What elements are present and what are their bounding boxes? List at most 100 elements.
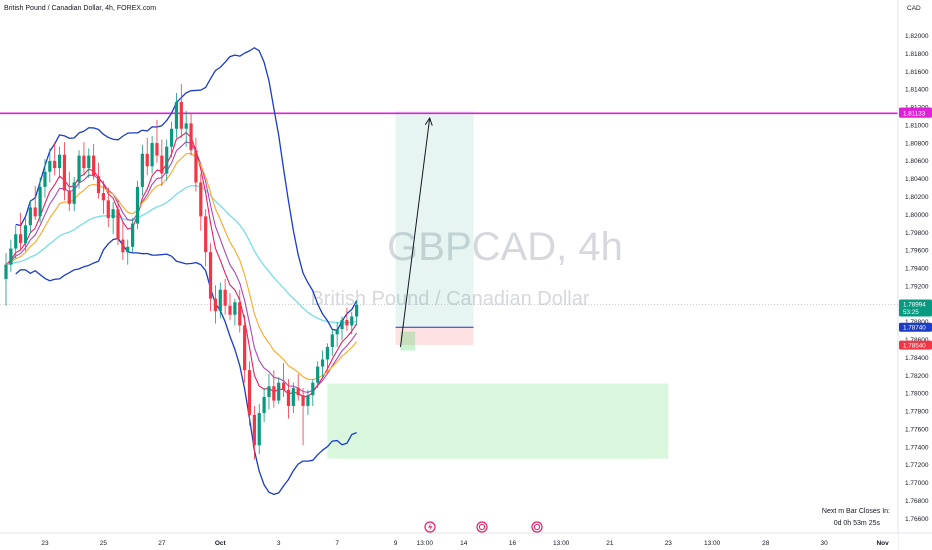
price-tick-label: 1.78800: [905, 319, 929, 326]
candle: [218, 282, 222, 319]
bollinger-upper-line: [15, 47, 358, 331]
price-tick-label: 1.78200: [905, 373, 929, 380]
economic-event-icon[interactable]: [531, 521, 543, 533]
demand-zone: [327, 383, 669, 459]
candle: [48, 148, 52, 183]
candle-body: [4, 264, 8, 279]
candle-body: [67, 190, 71, 204]
price-tick-label: 1.78600: [905, 337, 929, 344]
bollinger-lower-line: [15, 237, 357, 495]
time-tick-label: 23: [41, 540, 49, 547]
price-badge-label: 1.78994: [903, 301, 926, 308]
candle-body: [272, 386, 276, 401]
candle-body: [14, 234, 18, 249]
price-badge: 1.81133: [899, 108, 932, 118]
candle-body: [291, 388, 295, 406]
event-icons[interactable]: [424, 521, 543, 533]
candle: [160, 139, 164, 186]
candle-body: [48, 160, 52, 172]
candle-body: [82, 155, 86, 169]
time-tick-label: 16: [509, 540, 517, 547]
candle: [330, 329, 334, 356]
candle-body: [252, 414, 256, 446]
flash-event-icon[interactable]: [424, 521, 436, 533]
candle: [106, 187, 110, 228]
candle: [67, 171, 71, 212]
candle: [189, 112, 193, 156]
candle-body: [160, 155, 164, 174]
time-axis-background: [0, 533, 898, 550]
candle: [316, 361, 320, 389]
candle-body: [316, 366, 320, 383]
candle-body: [208, 252, 213, 299]
candle: [291, 382, 295, 414]
candle: [87, 148, 91, 178]
candle: [174, 92, 179, 138]
price-badge: 1.78540: [899, 340, 932, 350]
price-badge-bg: [899, 299, 932, 317]
price-badge-bg: [899, 322, 932, 332]
candle-body: [155, 143, 159, 156]
zones-layer: [327, 110, 669, 459]
candle-body: [62, 154, 67, 191]
candle-body: [169, 128, 174, 147]
candle: [204, 209, 208, 267]
price-tick-label: 1.77200: [905, 462, 929, 469]
candle: [33, 185, 37, 220]
candle-body: [330, 334, 334, 347]
candle-body: [213, 298, 218, 312]
time-axis[interactable]: 23 25 27 Oct 3 7 9 13:00 14 16 13:00 21 23 13:00 28 30 N…: [41, 540, 889, 547]
candle: [325, 343, 330, 371]
candle-body: [257, 413, 261, 446]
candle: [121, 222, 125, 261]
candle: [355, 300, 359, 326]
candle-body: [345, 320, 349, 326]
time-tick-label: 23: [665, 540, 673, 547]
candle-body: [301, 395, 305, 406]
time-tick-label: 21: [606, 540, 614, 547]
candle-body: [179, 101, 183, 129]
candle-body: [23, 225, 28, 244]
bar-countdown: Next m Bar Closes In: 0d 0h 53m 25s: [822, 508, 890, 527]
candle: [135, 180, 140, 229]
candle: [38, 177, 42, 223]
price-tick-label: 1.79600: [905, 248, 929, 255]
candle-body: [150, 143, 154, 167]
candle: [345, 307, 349, 331]
time-tick-label: Nov: [876, 540, 889, 547]
watermark: GBPCAD, 4h British Pound / Canadian Doll…: [310, 225, 622, 310]
candle-body: [189, 123, 193, 151]
candle-body: [355, 304, 359, 317]
price-badge-bg: [899, 340, 932, 350]
candle-body: [238, 302, 242, 326]
candle: [277, 377, 281, 405]
candle-body: [311, 382, 315, 396]
price-axis[interactable]: 1.820001.818001.816001.814001.812001.810…: [905, 33, 929, 523]
candle: [23, 218, 28, 252]
candle: [296, 373, 300, 401]
candle: [335, 321, 339, 347]
candle-body: [204, 216, 208, 253]
candle: [140, 144, 144, 196]
time-tick-label: 13:00: [417, 540, 434, 547]
price-tick-label: 1.80600: [905, 158, 929, 165]
candle-body: [53, 160, 57, 169]
candle-body: [57, 154, 62, 169]
candle: [19, 212, 23, 250]
candle: [116, 199, 120, 245]
candle-body: [38, 186, 42, 217]
economic-event-icon[interactable]: [476, 521, 488, 533]
candle: [238, 289, 242, 333]
time-tick-label: 13:00: [704, 540, 721, 547]
price-tick-label: 1.82000: [905, 33, 929, 40]
stop-zone: [395, 327, 474, 346]
price-tick-label: 1.81000: [905, 122, 929, 129]
watermark-description: British Pound / Canadian Dollar: [310, 288, 589, 310]
price-badge-bg: [899, 108, 932, 118]
candle: [311, 379, 315, 406]
time-tick-label: 30: [821, 540, 829, 547]
price-badge: 1.78740: [899, 322, 932, 332]
candle-body: [325, 346, 330, 360]
